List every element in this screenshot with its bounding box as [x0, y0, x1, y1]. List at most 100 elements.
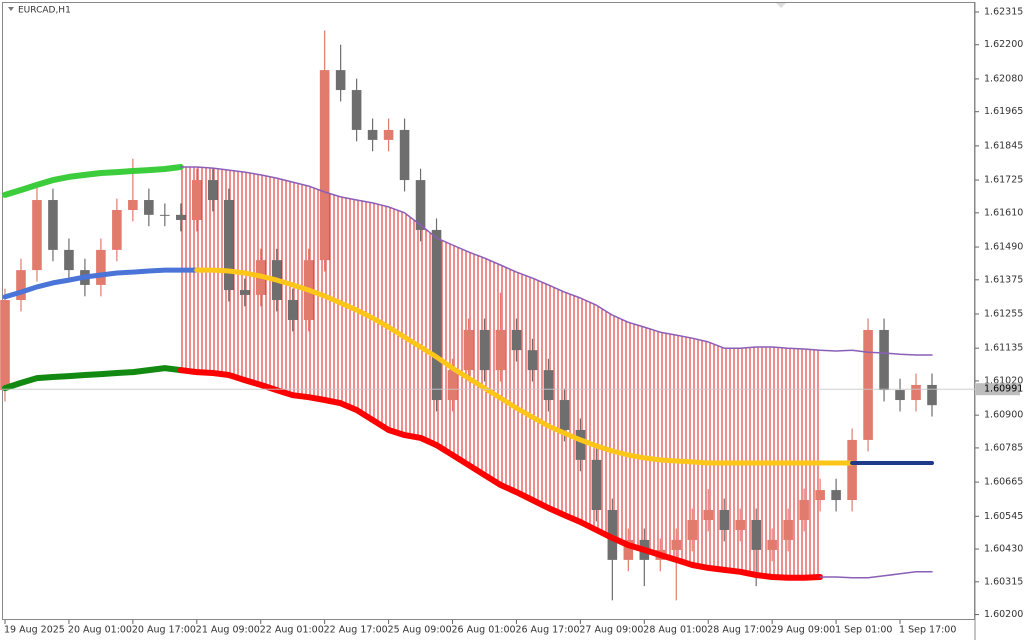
y-tick-label: 1.61725: [984, 175, 1023, 186]
candle-body: [48, 200, 58, 250]
x-tick-label: 1 Sep 01:00: [835, 625, 892, 636]
last-price-label: 1.60991: [984, 384, 1023, 395]
candle-body: [191, 180, 202, 220]
candle-body: [144, 200, 154, 215]
candle-body: [767, 539, 777, 550]
candle-body: [64, 249, 74, 271]
y-tick-label: 1.60785: [984, 442, 1023, 453]
shift-marker: [776, 3, 786, 8]
band-line: [180, 166, 933, 356]
candle-body: [176, 214, 186, 220]
candle-body: [32, 200, 42, 271]
candle-body: [623, 539, 634, 560]
y-tick-label: 1.60900: [984, 410, 1023, 421]
candle-body: [863, 329, 873, 440]
x-tick-label: 27 Aug 09:00: [579, 625, 643, 636]
x-tick-label: 26 Aug 17:00: [515, 625, 579, 636]
y-tick-label: 1.60200: [984, 609, 1023, 620]
y-tick-label: 1.62200: [984, 39, 1023, 50]
candle-body: [319, 70, 330, 261]
candle-body: [383, 129, 394, 140]
band-line: [2, 164, 184, 198]
candle-body: [911, 384, 921, 401]
candle-body: [160, 214, 170, 216]
y-tick-label: 1.60315: [984, 576, 1023, 587]
candle-body: [0, 300, 10, 391]
candle-body: [575, 429, 586, 460]
y-tick-label: 1.62315: [984, 6, 1023, 17]
y-tick-label: 1.61965: [984, 106, 1023, 117]
band-line: [2, 267, 200, 300]
candle-body: [207, 180, 218, 201]
x-tick-label: 28 Aug 17:00: [707, 625, 771, 636]
candle-body: [927, 384, 937, 406]
candle-body: [719, 510, 730, 530]
x-tick-label: 22 Aug 17:00: [324, 625, 388, 636]
band-line: [2, 365, 184, 392]
band-line: [194, 267, 855, 466]
y-tick-label: 1.61020: [984, 375, 1023, 386]
y-tick-label: 1.61135: [984, 343, 1023, 354]
candle-body: [287, 300, 298, 320]
x-tick-label: 21 Aug 09:00: [196, 625, 260, 636]
candle-body: [367, 129, 378, 140]
band-line: [177, 367, 824, 581]
candle-body: [671, 539, 682, 550]
candle-body: [128, 200, 138, 210]
x-tick-label: 26 Aug 01:00: [452, 625, 516, 636]
y-tick-label: 1.60545: [984, 511, 1023, 522]
candle-body: [351, 90, 362, 130]
candle-body: [799, 500, 809, 520]
y-tick-label: 1.60665: [984, 477, 1023, 488]
x-tick-label: 29 Aug 09:00: [771, 625, 835, 636]
y-tick-label: 1.62080: [984, 73, 1023, 84]
band-line: [819, 571, 933, 579]
x-tick-label: 1 Sep 17:00: [899, 625, 956, 636]
y-tick-label: 1.61375: [984, 274, 1023, 285]
x-tick-label: 22 Aug 01:00: [260, 625, 324, 636]
x-tick-label: 25 Aug 09:00: [388, 625, 452, 636]
x-tick-label: 20 Aug 01:00: [68, 625, 132, 636]
x-tick-label: 20 Aug 17:00: [132, 625, 196, 636]
last-price-box: [976, 383, 1020, 396]
candle-body: [399, 129, 410, 181]
y-tick-label: 1.61610: [984, 207, 1023, 218]
candle-body: [431, 229, 442, 401]
candle-body: [223, 200, 234, 291]
candle-body: [16, 270, 26, 301]
candle-body: [239, 290, 250, 295]
candle-body: [687, 519, 698, 540]
candle-body: [511, 329, 522, 351]
x-tick-label: 28 Aug 01:00: [643, 625, 707, 636]
candle-body: [96, 249, 106, 285]
candle-body: [335, 70, 346, 91]
candle-body: [559, 400, 570, 430]
candle-body: [735, 519, 746, 530]
candle-body: [543, 370, 554, 401]
y-tick-label: 1.60430: [984, 544, 1023, 555]
candle-body: [751, 519, 761, 550]
y-tick-label: 1.61490: [984, 242, 1023, 253]
candle-body: [831, 490, 841, 501]
candle-body: [815, 490, 825, 501]
candle-body: [703, 510, 714, 520]
candle-body: [112, 209, 122, 250]
candle-body: [895, 390, 905, 401]
candle-body: [447, 370, 458, 401]
candle-body: [415, 180, 426, 230]
candle-body: [879, 329, 889, 391]
candle-body: [495, 329, 506, 371]
y-tick-label: 1.61255: [984, 308, 1023, 319]
x-tick-label: 19 Aug 2025: [4, 625, 65, 636]
y-tick-label: 1.61845: [984, 140, 1023, 151]
candle-body: [847, 439, 857, 501]
menu-arrow[interactable]: [8, 7, 14, 11]
candle-body: [527, 350, 538, 371]
chart-title: EURCAD,H1: [18, 6, 71, 16]
candle-body: [463, 329, 474, 371]
candle-body: [591, 459, 602, 511]
candle-body: [479, 329, 490, 371]
candle-body: [783, 519, 793, 540]
